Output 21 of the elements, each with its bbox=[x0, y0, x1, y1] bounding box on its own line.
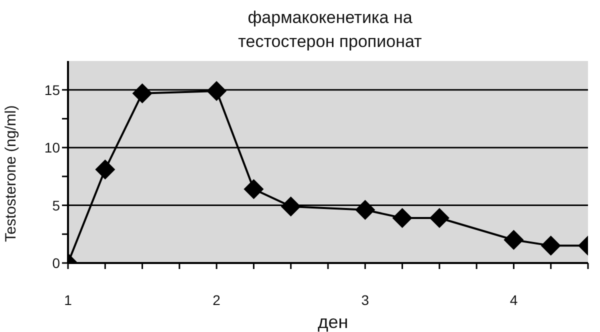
point bbox=[132, 83, 152, 104]
point bbox=[244, 179, 264, 200]
y-axis-title: Testosterone (ng/ml) bbox=[2, 105, 20, 242]
chart-title: фармакокенетика на тестостерон пропионат bbox=[237, 7, 423, 53]
x-tick-label: 2 bbox=[212, 292, 221, 308]
y-tick-label: 15 bbox=[44, 82, 60, 98]
point bbox=[355, 200, 376, 220]
x-tick-label: 3 bbox=[361, 292, 370, 308]
point bbox=[392, 208, 412, 228]
point bbox=[429, 208, 450, 228]
y-tick-label: 10 bbox=[44, 140, 60, 156]
point bbox=[540, 236, 561, 256]
x-axis-title: ден bbox=[318, 312, 348, 332]
x-tick-label: 1 bbox=[64, 292, 72, 308]
point bbox=[206, 81, 227, 102]
point bbox=[504, 230, 524, 250]
point bbox=[280, 196, 301, 216]
x-tick-label: 4 bbox=[510, 292, 518, 308]
y-tick-label: 5 bbox=[52, 197, 60, 214]
point bbox=[95, 160, 116, 180]
y-tick-label: 0 bbox=[52, 254, 60, 271]
